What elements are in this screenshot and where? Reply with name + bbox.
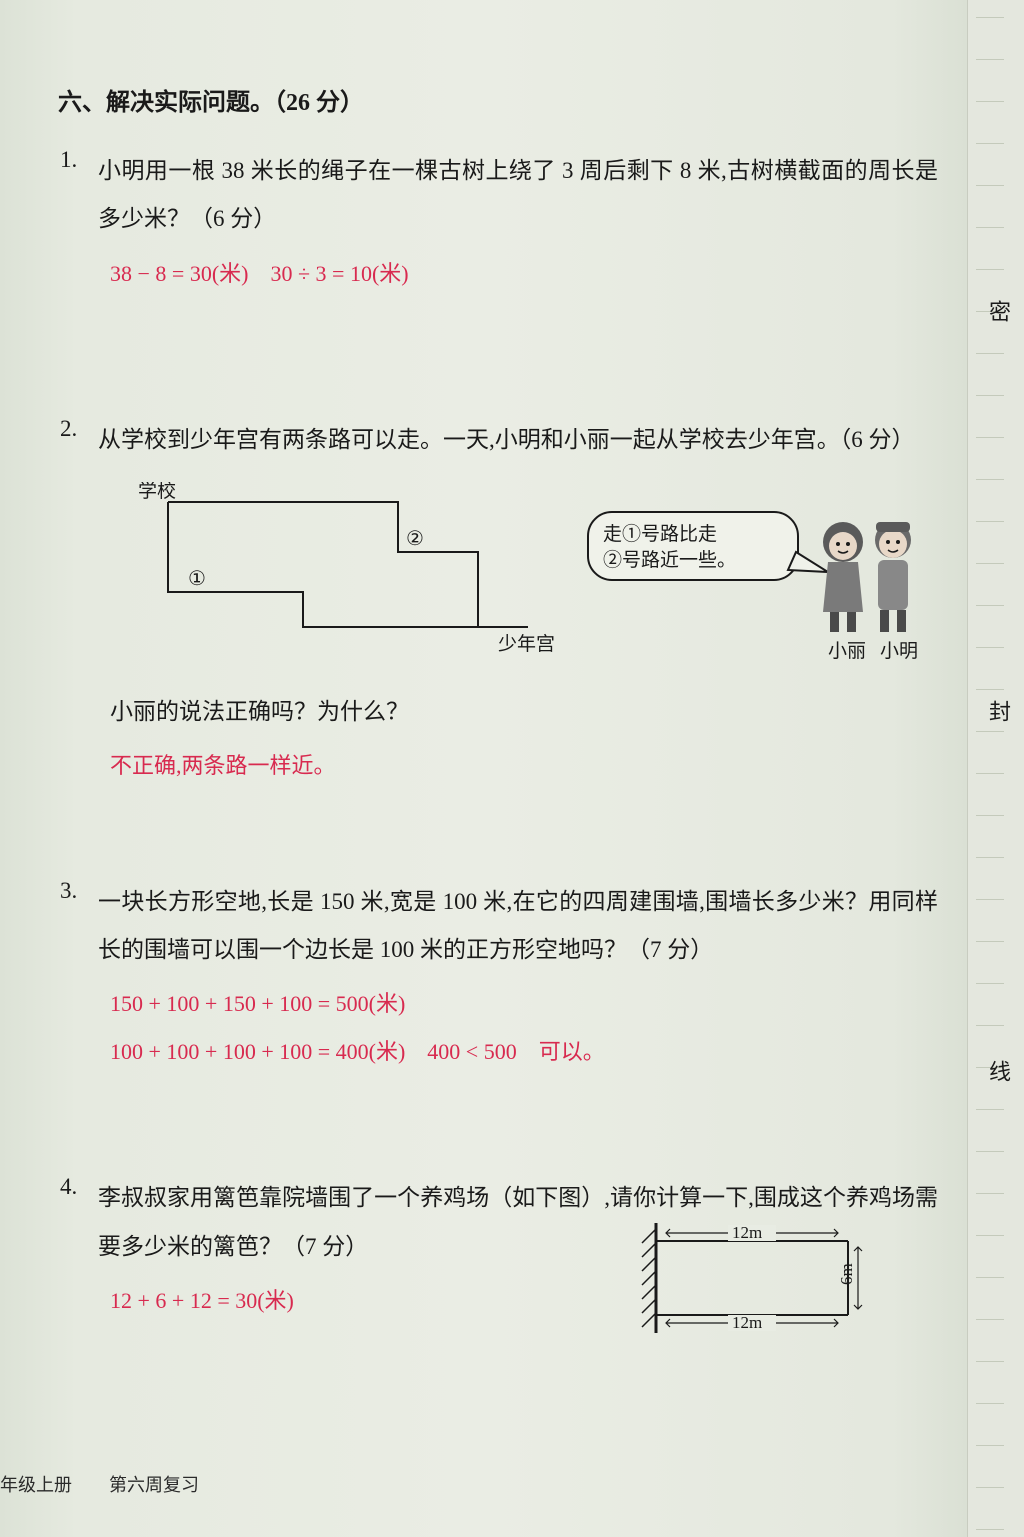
answer-part-1: 38 − 8 = 30(米) — [110, 261, 248, 286]
footer: 年级上册 第六周复习 — [0, 1471, 199, 1497]
problem-1: 1. 小明用一根 38 米长的绳子在一棵古树上绕了 3 周后剩下 8 米,古树横… — [98, 147, 938, 296]
section-points: （26 分） — [274, 90, 364, 116]
section-title: 六、解决实际问题。（26 分） — [58, 82, 938, 117]
margin-char-feng: 封 — [982, 700, 1014, 722]
problem-number: 3. — [60, 878, 77, 904]
kids-illustration — [823, 522, 911, 632]
sub-question: 小丽的说法正确吗？为什么？ — [110, 692, 938, 726]
margin-char-mi: 密 — [982, 300, 1014, 322]
problem-4: 4. 李叔叔家用篱笆靠院墙围了一个养鸡场（如下图）,请你计算一下,围成这个养鸡场… — [98, 1174, 938, 1323]
name-right: 小明 — [880, 640, 918, 662]
route-2-label: ② — [406, 528, 424, 550]
problem-answer: 38 − 8 = 30(米) 30 ÷ 3 = 10(米) — [110, 252, 938, 296]
name-left: 小丽 — [828, 640, 866, 662]
page: 六、解决实际问题。（26 分） 1. 小明用一根 38 米长的绳子在一棵古树上绕… — [0, 0, 968, 1537]
label-school: 学校 — [138, 482, 176, 502]
binding-margin: 密 封 线 — [967, 0, 1024, 1537]
speech-bubble: 走①号路比走 ②号路近一些。 — [588, 512, 828, 580]
fence-diagram: 12m 12m 6m — [638, 1223, 868, 1333]
top-label: 12m — [732, 1223, 762, 1242]
problem-number: 2. — [60, 416, 77, 442]
content-area: 六、解决实际问题。（26 分） 1. 小明用一根 38 米长的绳子在一棵古树上绕… — [58, 82, 938, 1373]
answer-part-2: 30 ÷ 3 = 10(米) — [270, 261, 408, 286]
bottom-label: 12m — [732, 1313, 762, 1332]
route-svg: 学校 少年宫 ① ② 走①号路比走 ②号路近一些。 — [128, 482, 928, 672]
bubble-line-2: ②号路近一些。 — [603, 549, 736, 571]
problem-text: 小明用一根 38 米长的绳子在一棵古树上绕了 3 周后剩下 8 米,古树横截面的… — [98, 147, 938, 244]
problem-text: 一块长方形空地,长是 150 米,宽是 100 米,在它的四周建围墙,围墙长多少… — [98, 878, 938, 975]
route-diagram: 学校 少年宫 ① ② 走①号路比走 ②号路近一些。 — [128, 482, 928, 672]
label-palace: 少年宫 — [498, 633, 555, 655]
problem-answer: 不正确,两条路一样近。 — [110, 744, 938, 788]
section-name: 解决实际问题。 — [106, 90, 274, 116]
footer-right: 第六周复习 — [109, 1475, 199, 1495]
problem-number: 1. — [60, 147, 77, 173]
problem-text: 从学校到少年宫有两条路可以走。一天,小明和小丽一起从学校去少年宫。（6 分） — [98, 416, 938, 464]
section-number: 六、 — [58, 90, 106, 116]
route-1-label: ① — [188, 568, 206, 590]
margin-pattern — [976, 0, 1004, 1537]
fence-svg: 12m 12m 6m — [638, 1223, 868, 1333]
margin-char-xian: 线 — [982, 1060, 1014, 1082]
problem-answer-line-2: 100 + 100 + 100 + 100 = 400(米) 400 < 500… — [110, 1030, 938, 1074]
problem-3: 3. 一块长方形空地,长是 150 米,宽是 100 米,在它的四周建围墙,围墙… — [98, 878, 938, 1075]
bubble-line-1: 走①号路比走 — [603, 523, 717, 545]
problem-answer-line-1: 150 + 100 + 150 + 100 = 500(米) — [110, 982, 938, 1026]
footer-left: 年级上册 — [0, 1475, 72, 1495]
problem-number: 4. — [60, 1174, 77, 1200]
side-label: 6m — [837, 1263, 856, 1285]
problem-2: 2. 从学校到少年宫有两条路可以走。一天,小明和小丽一起从学校去少年宫。（6 分… — [98, 416, 938, 788]
